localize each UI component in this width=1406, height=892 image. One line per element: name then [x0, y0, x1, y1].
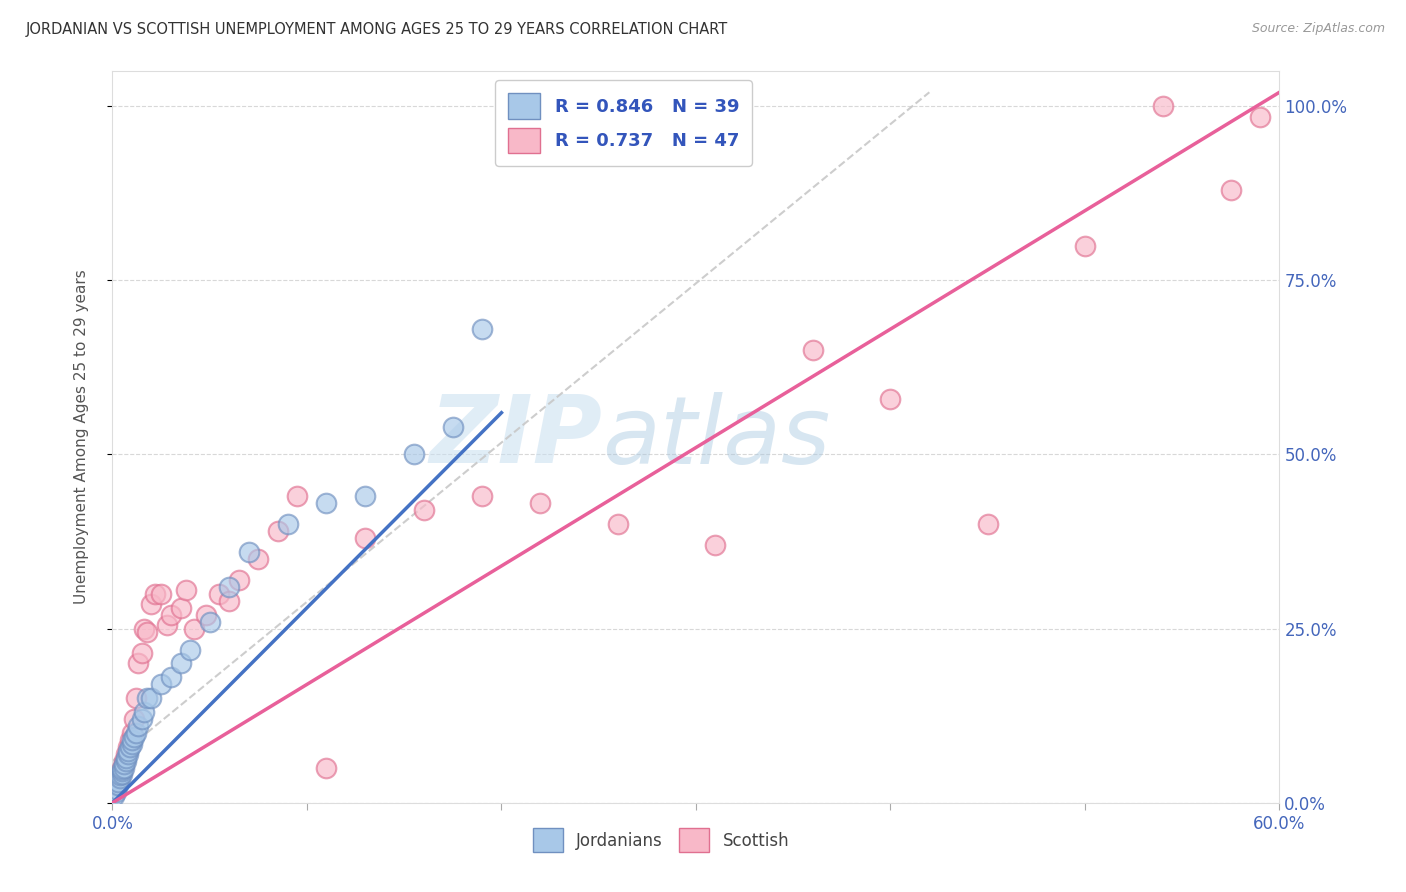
Point — [285, 489, 308, 503]
Point — [117, 747, 139, 761]
Point — [118, 733, 141, 747]
Point — [121, 726, 143, 740]
Point — [122, 712, 145, 726]
Point — [121, 737, 143, 751]
Y-axis label: Unemployment Among Ages 25 to 29 years: Unemployment Among Ages 25 to 29 years — [75, 269, 89, 605]
Point — [218, 580, 240, 594]
Point — [105, 781, 128, 796]
Point — [441, 419, 464, 434]
Point — [111, 764, 134, 779]
Point — [141, 691, 163, 706]
Point — [110, 768, 132, 782]
Point — [115, 747, 138, 761]
Point — [111, 766, 134, 780]
Point — [976, 517, 998, 532]
Point — [218, 594, 240, 608]
Point — [103, 789, 125, 803]
Point — [131, 712, 153, 726]
Point — [105, 785, 128, 799]
Point — [112, 754, 135, 768]
Point — [1249, 110, 1271, 124]
Point — [1152, 99, 1174, 113]
Point — [402, 448, 425, 462]
Point — [117, 743, 139, 757]
Point — [247, 552, 270, 566]
Point — [198, 615, 221, 629]
Text: atlas: atlas — [603, 392, 831, 483]
Point — [112, 761, 135, 775]
Point — [160, 670, 183, 684]
Point — [136, 691, 159, 706]
Point — [127, 719, 149, 733]
Point — [276, 517, 298, 532]
Point — [112, 757, 135, 772]
Point — [160, 607, 183, 622]
Point — [607, 517, 630, 532]
Point — [208, 587, 231, 601]
Point — [112, 757, 135, 772]
Point — [117, 740, 139, 755]
Point — [150, 677, 173, 691]
Point — [111, 763, 134, 777]
Point — [529, 496, 551, 510]
Point — [176, 583, 198, 598]
Point — [107, 778, 129, 792]
Point — [121, 733, 143, 747]
Point — [228, 573, 250, 587]
Point — [471, 322, 494, 336]
Point — [179, 642, 201, 657]
Point — [115, 754, 138, 768]
Point — [267, 524, 290, 538]
Point — [412, 503, 434, 517]
Point — [132, 622, 155, 636]
Point — [1219, 183, 1241, 197]
Point — [801, 343, 824, 357]
Point — [354, 489, 377, 503]
Point — [704, 538, 727, 552]
Point — [125, 691, 148, 706]
Text: JORDANIAN VS SCOTTISH UNEMPLOYMENT AMONG AGES 25 TO 29 YEARS CORRELATION CHART: JORDANIAN VS SCOTTISH UNEMPLOYMENT AMONG… — [25, 22, 727, 37]
Point — [110, 772, 132, 786]
Point — [132, 705, 155, 719]
Point — [111, 761, 134, 775]
Point — [105, 775, 128, 789]
Point — [156, 618, 179, 632]
Point — [315, 761, 337, 775]
Text: ZIP: ZIP — [430, 391, 603, 483]
Point — [136, 625, 159, 640]
Point — [879, 392, 901, 406]
Point — [127, 657, 149, 671]
Point — [103, 778, 125, 792]
Point — [315, 496, 337, 510]
Point — [354, 531, 377, 545]
Point — [238, 545, 260, 559]
Text: Source: ZipAtlas.com: Source: ZipAtlas.com — [1251, 22, 1385, 36]
Point — [194, 607, 217, 622]
Point — [169, 657, 191, 671]
Point — [122, 730, 145, 744]
Point — [183, 622, 205, 636]
Legend: Jordanians, Scottish: Jordanians, Scottish — [524, 820, 797, 860]
Point — [115, 750, 138, 764]
Point — [131, 646, 153, 660]
Point — [143, 587, 166, 601]
Point — [111, 764, 134, 779]
Point — [110, 768, 132, 782]
Point — [107, 775, 129, 789]
Point — [141, 597, 163, 611]
Point — [107, 772, 129, 786]
Point — [1074, 238, 1097, 252]
Point — [125, 726, 148, 740]
Point — [118, 740, 141, 755]
Point — [471, 489, 494, 503]
Point — [150, 587, 173, 601]
Point — [169, 600, 191, 615]
